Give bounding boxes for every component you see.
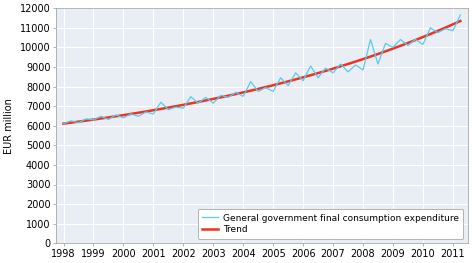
Trend — [128, 112, 134, 115]
General government final consumption expenditure — [278, 76, 284, 79]
General government final consumption expenditure — [457, 13, 463, 17]
Trend — [61, 122, 67, 125]
General government final consumption expenditure — [293, 71, 298, 74]
Y-axis label: EUR million: EUR million — [4, 98, 14, 154]
Legend: General government final consumption expenditure, Trend: General government final consumption exp… — [197, 209, 464, 239]
Trend — [211, 97, 216, 100]
Trend — [330, 67, 336, 70]
Line: Trend: Trend — [64, 21, 460, 124]
General government final consumption expenditure — [330, 71, 336, 74]
General government final consumption expenditure — [128, 112, 134, 115]
Trend — [278, 82, 284, 85]
General government final consumption expenditure — [61, 122, 67, 125]
General government final consumption expenditure — [211, 102, 216, 105]
Trend — [293, 78, 298, 81]
Line: General government final consumption expenditure: General government final consumption exp… — [64, 15, 460, 124]
Trend — [457, 19, 463, 23]
Trend — [300, 76, 306, 79]
General government final consumption expenditure — [300, 79, 306, 82]
